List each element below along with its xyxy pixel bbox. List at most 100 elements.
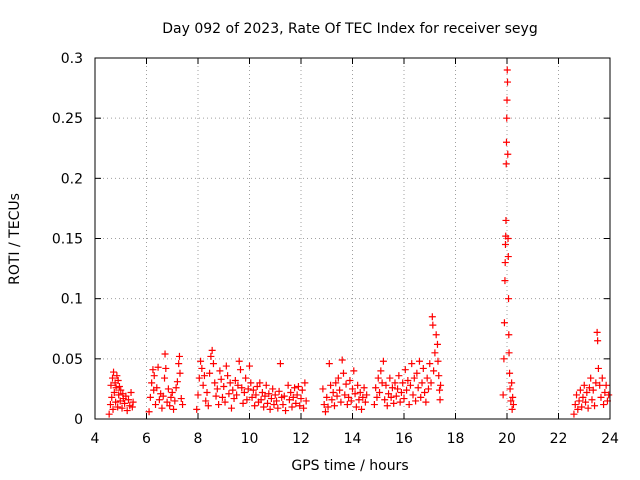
roti-point [261, 392, 269, 400]
roti-point [302, 397, 310, 405]
roti-point [114, 403, 122, 411]
roti-point [406, 381, 414, 389]
roti-point [334, 374, 342, 382]
roti-point [121, 399, 129, 407]
roti-point [503, 66, 511, 74]
data-points [105, 66, 613, 418]
roti-point [509, 393, 517, 401]
roti-point [275, 387, 283, 395]
roti-point [202, 397, 210, 405]
roti-point [109, 374, 117, 382]
roti-point [584, 404, 592, 412]
roti-point [176, 369, 184, 377]
roti-point [271, 391, 279, 399]
roti-point [377, 367, 385, 375]
roti-point [396, 398, 404, 406]
roti-point [355, 396, 363, 404]
roti-point [115, 391, 123, 399]
roti-point [413, 369, 421, 377]
roti-point [224, 372, 232, 380]
roti-point [248, 393, 256, 401]
roti-point [171, 397, 179, 405]
roti-point [383, 402, 391, 410]
roti-point [583, 389, 591, 397]
roti-point [418, 379, 426, 387]
roti-point [199, 381, 207, 389]
roti-point [381, 396, 389, 404]
roti-point [300, 404, 308, 412]
roti-point [505, 331, 513, 339]
x-tick-label: 22 [550, 431, 568, 447]
roti-point [216, 367, 224, 375]
roti-point [391, 379, 399, 387]
roti-point [589, 386, 597, 394]
roti-point [374, 374, 382, 382]
roti-point [168, 389, 176, 397]
roti-point [114, 376, 122, 384]
roti-point [423, 374, 431, 382]
roti-point [221, 398, 229, 406]
roti-point [337, 398, 345, 406]
roti-point [269, 385, 277, 393]
roti-point [587, 374, 595, 382]
roti-point [354, 381, 362, 389]
roti-point [289, 393, 297, 401]
roti-point [164, 385, 172, 393]
roti-point [427, 379, 435, 387]
roti-point [258, 389, 266, 397]
roti-point [282, 407, 290, 415]
roti-point [291, 384, 299, 392]
roti-point [578, 403, 586, 411]
x-tick-label: 24 [601, 431, 619, 447]
roti-point [430, 367, 438, 375]
roti-point [502, 216, 510, 224]
roti-point [597, 393, 605, 401]
roti-point [593, 328, 601, 336]
roti-point [267, 395, 275, 403]
x-tick-label: 18 [447, 431, 465, 447]
roti-point [419, 364, 427, 372]
roti-point [207, 352, 215, 360]
roti-point [580, 381, 588, 389]
x-tick-label: 10 [241, 431, 259, 447]
roti-point [373, 393, 381, 401]
roti-point [506, 369, 514, 377]
roti-point [345, 393, 353, 401]
roti-point [401, 366, 409, 374]
roti-point [324, 403, 332, 411]
y-tick-label: 0.1 [61, 292, 83, 308]
roti-point [153, 384, 161, 392]
roti-point [358, 405, 366, 413]
roti-point [503, 96, 511, 104]
roti-point [117, 386, 125, 394]
roti-point [372, 384, 380, 392]
roti-point [342, 380, 350, 388]
x-tick-label: 16 [395, 431, 413, 447]
roti-point [175, 360, 183, 368]
roti-point [500, 355, 508, 363]
roti-point [170, 405, 178, 413]
roti-point [505, 349, 513, 357]
roti-point [294, 383, 302, 391]
roti-point [409, 391, 417, 399]
roti-point [105, 410, 113, 418]
roti-point [110, 389, 118, 397]
roti-point [386, 374, 394, 382]
roti-point [301, 379, 309, 387]
roti-point [505, 295, 513, 303]
roti-point [200, 372, 208, 380]
roti-point [257, 396, 265, 404]
roti-point [601, 389, 609, 397]
roti-point [298, 386, 306, 394]
roti-point [598, 374, 606, 382]
roti-point [292, 399, 300, 407]
roti-point [252, 391, 260, 399]
roti-point [177, 395, 185, 403]
roti-point [573, 391, 581, 399]
roti-point [433, 340, 441, 348]
roti-point [222, 362, 230, 370]
roti-point [123, 407, 131, 415]
roti-point [339, 369, 347, 377]
roti-point [124, 396, 132, 404]
